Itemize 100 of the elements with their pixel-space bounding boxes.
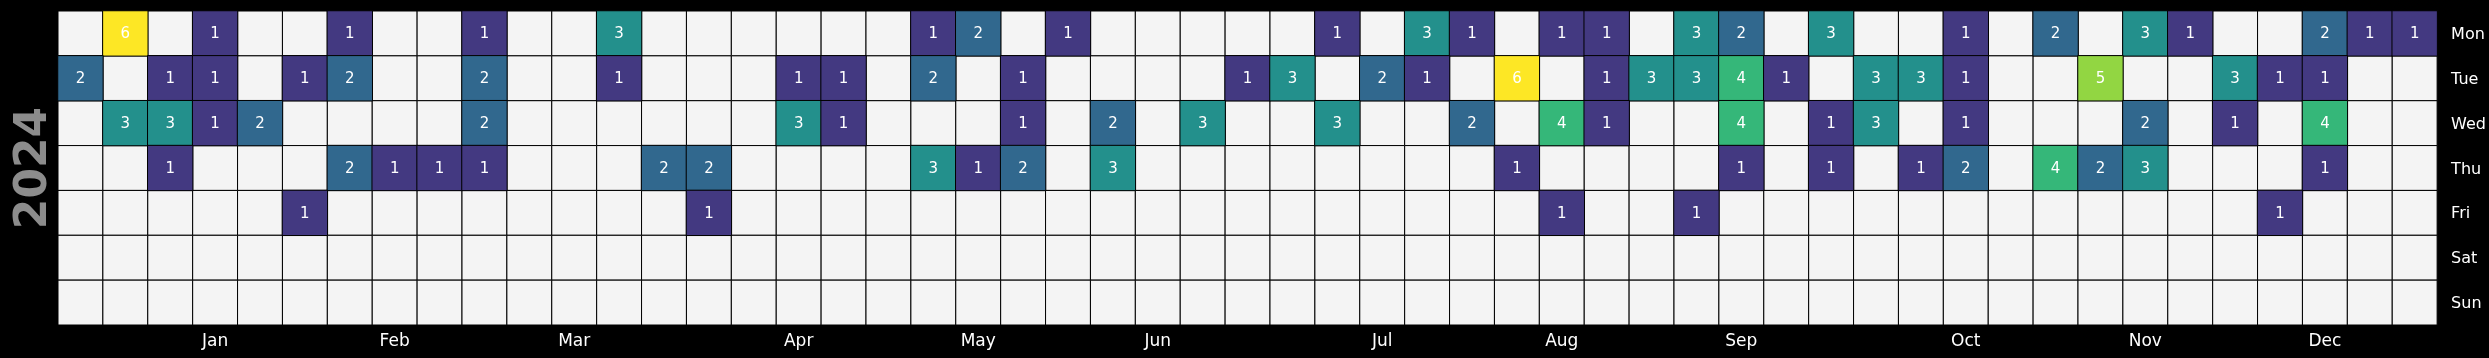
data-label: 4 [1736, 69, 1747, 88]
x-tick-label: Jul [1370, 329, 1393, 350]
data-label: 3 [928, 159, 939, 177]
x-tick-label: Nov [2128, 329, 2162, 350]
data-label: 1 [928, 24, 939, 43]
data-label: 1 [300, 203, 310, 222]
x-tick-label: Oct [1951, 329, 1981, 350]
data-label: 1 [1018, 69, 1028, 88]
data-label: 1 [345, 24, 355, 43]
data-label: 1 [1691, 203, 1702, 222]
data-label: 3 [2140, 24, 2151, 43]
data-label: 2 [2140, 114, 2151, 133]
data-label: 3 [614, 24, 624, 43]
data-label: 2 [928, 69, 939, 88]
data-label: 1 [210, 114, 220, 133]
data-label: 1 [1557, 24, 1567, 43]
data-label: 2 [479, 69, 490, 88]
x-tick-label: Apr [783, 329, 814, 350]
data-label: 2 [479, 114, 490, 133]
data-label: 2 [255, 114, 265, 133]
data-label: 2 [2095, 159, 2106, 177]
data-label: 1 [1826, 114, 1836, 133]
data-label: 1 [1512, 159, 1522, 177]
data-label: 1 [973, 159, 983, 177]
data-label: 1 [1601, 114, 1612, 133]
data-label: 1 [1467, 24, 1477, 43]
data-label: 1 [1063, 24, 1073, 43]
x-tick-label: Jun [1143, 329, 1172, 350]
data-label: 2 [1377, 69, 1387, 88]
data-label: 1 [614, 69, 624, 88]
data-label: 1 [1961, 24, 1971, 43]
data-label: 1 [1961, 114, 1971, 133]
data-label: 3 [793, 114, 804, 133]
data-label: 1 [704, 203, 714, 222]
data-label: 2 [2320, 24, 2330, 43]
data-label: 3 [1108, 159, 1118, 177]
data-label: 1 [165, 69, 175, 88]
data-label: 1 [1826, 159, 1836, 177]
data-label: 1 [2185, 24, 2195, 43]
data-label: 1 [1961, 69, 1971, 88]
data-label: 1 [2230, 114, 2240, 133]
data-label: 1 [1422, 69, 1432, 88]
data-label: 3 [1332, 114, 1343, 133]
y-tick-label: Mon [2451, 23, 2485, 43]
data-label: 3 [1916, 69, 1926, 88]
data-label: 1 [1916, 159, 1926, 177]
data-label: 1 [300, 69, 310, 88]
data-label: 1 [389, 159, 400, 177]
data-label: 1 [2275, 69, 2285, 88]
y-tick-label: Fri [2451, 203, 2471, 223]
data-label: 1 [479, 24, 490, 43]
data-label: 4 [1557, 114, 1567, 133]
data-label: 3 [1871, 69, 1881, 88]
data-label: 2 [1961, 159, 1971, 177]
data-label: 1 [2320, 69, 2330, 88]
data-label: 1 [2409, 24, 2420, 43]
data-label: 3 [165, 114, 175, 133]
data-label: 2 [1018, 159, 1028, 177]
data-label: 1 [1557, 203, 1567, 222]
x-tick-label: Aug [1545, 329, 1579, 350]
data-label: 3 [1646, 69, 1657, 88]
y-tick-label: Sat [2451, 248, 2478, 268]
data-label: 1 [210, 69, 220, 88]
data-label: 1 [165, 159, 175, 177]
data-label: 1 [1242, 69, 1253, 88]
data-label: 3 [1422, 24, 1432, 43]
data-label: 3 [1826, 24, 1836, 43]
data-label: 3 [1691, 24, 1702, 43]
data-label: 1 [793, 69, 804, 88]
data-label: 3 [1691, 69, 1702, 88]
data-label: 3 [1287, 69, 1298, 88]
data-label: 2 [1736, 24, 1747, 43]
data-label: 2 [75, 69, 86, 88]
data-label: 3 [1197, 114, 1208, 133]
data-label: 2 [1467, 114, 1477, 133]
data-label: 1 [479, 159, 490, 177]
data-label: 1 [1018, 114, 1028, 133]
data-label: 1 [1601, 24, 1612, 43]
data-label: 1 [1601, 69, 1612, 88]
y-axis-title: 2024 [4, 106, 56, 230]
x-tick-label: Dec [2308, 329, 2342, 350]
data-label: 6 [1512, 69, 1522, 88]
y-tick-label: Thu [2450, 158, 2482, 178]
x-tick-label: Mar [558, 329, 591, 350]
data-label: 1 [838, 69, 849, 88]
data-label: 6 [120, 24, 131, 43]
data-label: 1 [2365, 24, 2375, 43]
x-tick-label: Feb [379, 329, 410, 350]
data-label: 3 [120, 114, 131, 133]
data-label: 4 [1736, 114, 1747, 133]
data-label: 2 [1108, 114, 1118, 133]
data-label: 1 [2275, 203, 2285, 222]
data-label: 4 [2050, 159, 2061, 177]
data-label: 1 [1781, 69, 1791, 88]
data-label: 2 [345, 159, 355, 177]
data-label: 3 [1871, 114, 1881, 133]
data-label: 1 [838, 114, 849, 133]
x-tick-label: May [960, 329, 996, 350]
data-label: 1 [210, 24, 220, 43]
data-label: 1 [2320, 159, 2330, 177]
